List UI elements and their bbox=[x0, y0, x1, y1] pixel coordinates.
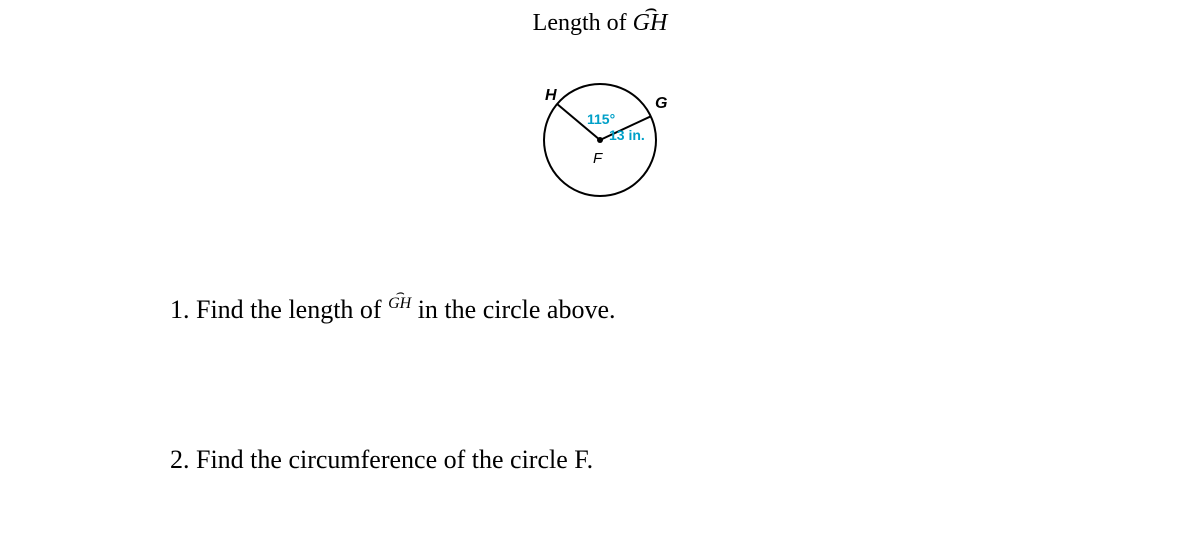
q1-suffix: in the circle above. bbox=[411, 295, 615, 324]
title-arc-gh: GH bbox=[633, 10, 668, 37]
label-f: F bbox=[593, 150, 603, 167]
label-h: H bbox=[545, 87, 557, 104]
q1-arc-gh: GH bbox=[388, 295, 411, 313]
circle-diagram: H G F 115° 13 in. bbox=[515, 70, 685, 220]
angle-text: 115° bbox=[587, 111, 615, 127]
page-title: Length of GH bbox=[0, 10, 1200, 37]
q1-prefix: 1. Find the length of bbox=[170, 295, 388, 324]
question-1: 1. Find the length of GH in the circle a… bbox=[170, 295, 616, 325]
radius-text: 13 in. bbox=[609, 127, 645, 143]
label-g: G bbox=[655, 95, 667, 112]
question-2: 2. Find the circumference of the circle … bbox=[170, 445, 593, 475]
center-dot bbox=[597, 137, 603, 143]
circle-svg: H G F 115° 13 in. bbox=[515, 70, 685, 220]
q2-text: 2. Find the circumference of the circle … bbox=[170, 445, 593, 474]
title-prefix: Length of bbox=[533, 10, 633, 36]
